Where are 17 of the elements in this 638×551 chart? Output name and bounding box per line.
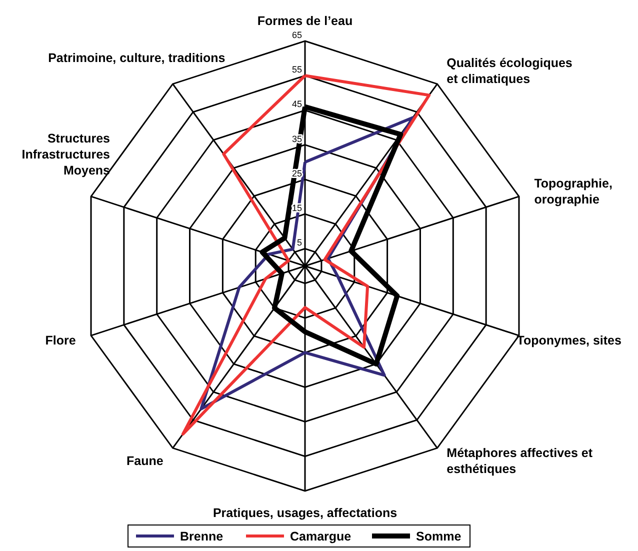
spoke-label: Qualités écologiques et climatiques (446, 56, 572, 86)
legend-label: Camargue (290, 530, 352, 544)
y-tick-label: 55 (292, 64, 302, 75)
spoke-label: Structures Infrastructures Moyens (22, 131, 110, 178)
legend-label: Somme (416, 530, 462, 544)
spoke-label: Pratiques, usages, affectations (212, 506, 398, 520)
y-tick-label: 45 (292, 99, 302, 110)
spoke-label: Patrimoine, culture, traditions (48, 50, 226, 65)
spoke-label: Formes de l’eau (257, 14, 353, 28)
spoke-label: Flore (45, 333, 76, 348)
spoke-label: Faune (126, 454, 164, 468)
legend-label: Brenne (180, 530, 224, 544)
y-tick-label: 5 (296, 238, 302, 248)
y-tick-label: 65 (292, 30, 302, 40)
spoke-label: Métaphores affectives et esthétiques (446, 446, 594, 476)
spoke-label: Topographie, orographie (534, 176, 612, 207)
spoke-label: Toponymes, sites (516, 333, 622, 348)
